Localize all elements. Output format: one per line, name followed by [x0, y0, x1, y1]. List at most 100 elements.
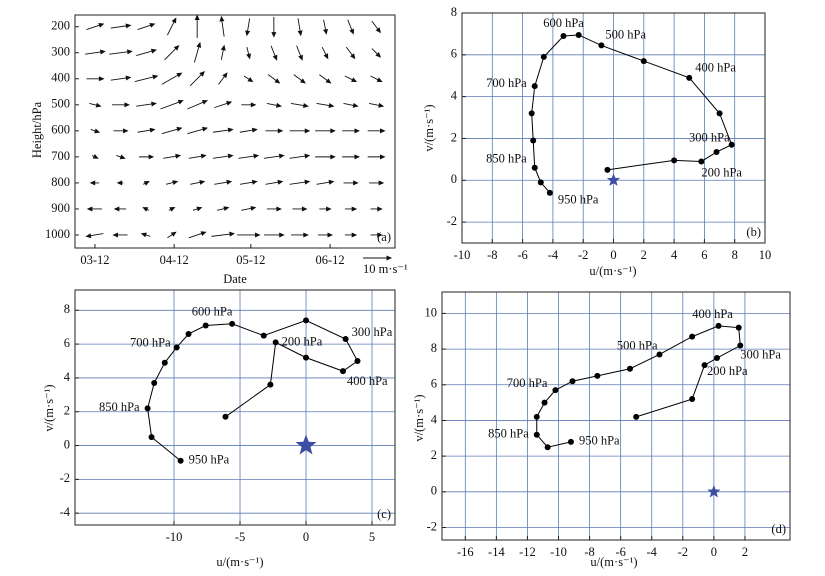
wind-arrow: [267, 74, 281, 84]
y-tick-label: 400: [51, 71, 70, 85]
wind-arrow: [168, 207, 176, 212]
wind-arrow: [190, 179, 206, 185]
y-tick-label: 800: [51, 175, 70, 189]
y-tick-label: 4: [64, 370, 71, 384]
wind-arrow: [344, 232, 358, 238]
level-label: 850 hPa: [488, 427, 529, 441]
y-axis-title: v/(m·s⁻¹): [412, 394, 426, 441]
level-dot: [737, 342, 744, 349]
level-label: 700 hPa: [130, 335, 171, 349]
wind-arrow: [323, 19, 328, 35]
level-dot: [626, 365, 633, 372]
x-tick-label: -4: [548, 248, 559, 262]
x-tick-label: -10: [454, 248, 471, 262]
level-label: 500 hPa: [617, 338, 658, 352]
y-tick-label: 700: [51, 149, 70, 163]
level-label: 950 hPa: [558, 193, 599, 207]
level-dot: [148, 434, 155, 441]
wind-arrow: [319, 74, 332, 84]
level-dot: [698, 158, 705, 165]
wind-arrow: [264, 232, 285, 238]
wind-arrow: [239, 127, 258, 133]
wind-arrow: [291, 232, 309, 238]
y-tick-label: 8: [431, 341, 437, 355]
wind-arrow: [218, 72, 228, 85]
wind-arrow: [246, 47, 252, 60]
level-dot: [229, 320, 236, 327]
wind-arrow: [86, 206, 102, 212]
wind-arrow: [367, 128, 386, 134]
x-tick-label: -14: [488, 545, 505, 559]
level-dot: [689, 333, 696, 340]
level-dot: [713, 149, 720, 156]
level-label: 500 hPa: [605, 27, 646, 41]
wind-arrow: [140, 232, 151, 238]
y-tick-label: 500: [51, 97, 70, 111]
wind-arrow: [89, 102, 102, 108]
x-tick-label: 10: [759, 248, 772, 262]
y-tick-label: 0: [64, 437, 70, 451]
level-label: 400 hPa: [347, 374, 388, 388]
wind-arrow: [367, 154, 386, 160]
level-dot: [735, 324, 742, 331]
wind-arrow: [91, 154, 99, 159]
wind-arrow: [136, 48, 157, 56]
x-tick-label: -4: [647, 545, 658, 559]
y-tick-label: 4: [431, 412, 438, 426]
x-tick-label: 5: [369, 530, 375, 544]
wind-arrow: [263, 153, 285, 159]
x-tick-label: 6: [701, 248, 707, 262]
wind-arrow: [211, 231, 236, 237]
key-label: 10 m·s⁻¹: [363, 262, 408, 276]
level-dot: [540, 53, 547, 60]
wind-arrow: [370, 232, 383, 238]
level-label: 300 hPa: [740, 347, 781, 361]
wind-arrow: [136, 101, 157, 107]
level-dot: [222, 413, 229, 420]
level-label: 600 hPa: [192, 305, 233, 319]
level-label: 850 hPa: [486, 152, 527, 166]
wind-arrow: [110, 23, 132, 29]
y-tick-label: 900: [51, 201, 70, 215]
wind-arrow: [214, 101, 233, 109]
x-tick-label: 05-12: [236, 253, 265, 267]
wind-arrow: [317, 232, 334, 238]
level-dot: [185, 330, 192, 337]
wind-arrow: [243, 75, 254, 83]
wind-arrow: [344, 75, 358, 83]
x-tick-label: -8: [487, 248, 497, 262]
wind-arrow: [292, 206, 308, 212]
y-tick-label: 600: [51, 123, 70, 137]
level-dot: [177, 457, 184, 464]
level-dot: [144, 405, 151, 412]
wind-arrow: [167, 231, 177, 239]
x-tick-label: -16: [457, 545, 474, 559]
level-dot: [533, 413, 540, 420]
y-axis-title: Height/hPa: [30, 101, 44, 158]
wind-arrow: [345, 46, 356, 60]
wind-arrow: [164, 44, 180, 61]
y-tick-label: 2: [451, 130, 457, 144]
level-dot: [567, 438, 574, 445]
wind-arrow: [163, 153, 182, 159]
wind-arrow: [319, 206, 332, 212]
wind-arrow: [315, 128, 336, 134]
wind-arrow: [192, 206, 203, 212]
level-dot: [633, 413, 640, 420]
wind-arrow: [371, 48, 382, 58]
wind-arrow: [371, 20, 381, 34]
wind-arrow: [212, 153, 234, 159]
level-label: 950 hPa: [579, 434, 620, 448]
x-tick-label: 06-12: [315, 253, 344, 267]
level-dot: [530, 137, 537, 144]
level-label: 850 hPa: [99, 400, 140, 414]
wind-arrow: [239, 179, 258, 185]
plot-frame: [441, 291, 791, 541]
wind-arrow: [266, 102, 282, 108]
wind-arrow: [165, 180, 179, 186]
x-tick-label: -12: [519, 545, 536, 559]
level-dot: [544, 444, 551, 451]
level-dot: [151, 379, 158, 386]
wind-arrow: [347, 19, 354, 35]
wind-arrow: [167, 17, 177, 36]
